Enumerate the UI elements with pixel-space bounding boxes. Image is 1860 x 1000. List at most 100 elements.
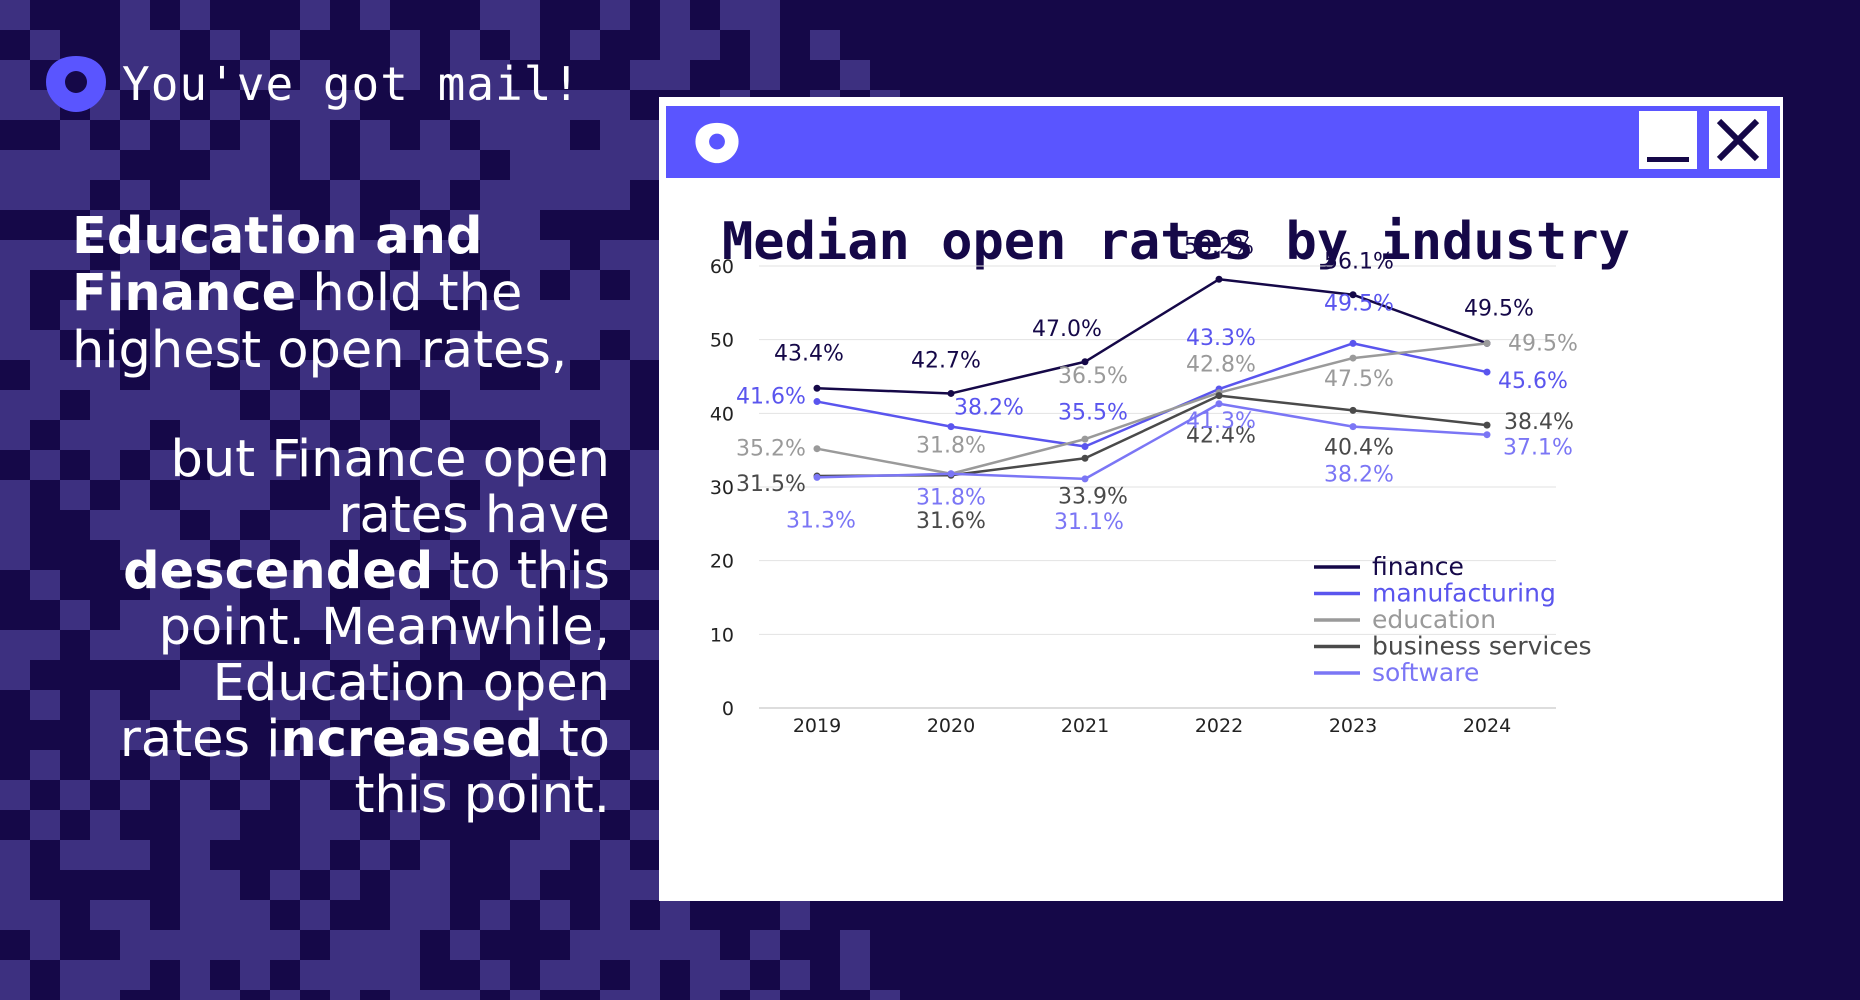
pattern-pixel [450, 270, 480, 300]
pattern-pixel [150, 360, 180, 390]
pattern-pixel [240, 150, 270, 180]
data-label: 40.4% [1324, 435, 1394, 460]
pattern-pixel [600, 420, 630, 450]
pattern-pixel [90, 300, 120, 330]
pattern-pixel [60, 780, 90, 810]
pattern-pixel [540, 300, 570, 330]
pattern-pixel [120, 780, 150, 810]
data-point [1215, 400, 1223, 408]
headline: Education and Finance hold the highest ope… [72, 208, 592, 379]
data-point [1081, 475, 1089, 483]
pattern-pixel [300, 0, 330, 30]
pattern-pixel [540, 780, 570, 810]
pattern-pixel [750, 60, 780, 90]
pattern-pixel [630, 240, 660, 270]
brand-tagline: You've got mail! [122, 57, 582, 111]
pattern-pixel [120, 120, 150, 150]
pattern-pixel [480, 510, 510, 540]
pattern-pixel [90, 270, 120, 300]
pattern-pixel [150, 750, 180, 780]
pattern-pixel [600, 660, 630, 690]
data-label: 35.2% [736, 437, 806, 462]
data-point [813, 445, 821, 453]
data-label: 31.1% [1054, 510, 1124, 535]
data-label: 49.5% [1464, 296, 1534, 321]
data-point [1349, 423, 1357, 431]
pattern-pixel [330, 870, 360, 900]
pattern-pixel [540, 540, 570, 570]
body-text-2: to this point. Meanwhile, Education open… [119, 542, 610, 769]
pattern-pixel [420, 990, 450, 1000]
close-button[interactable] [1709, 111, 1767, 169]
data-label: 31.8% [916, 486, 986, 511]
pattern-pixel [240, 120, 270, 150]
pattern-pixel [480, 210, 510, 240]
pattern-pixel [540, 120, 570, 150]
pattern-pixel [330, 330, 360, 360]
body-text-1: but Finance open rates have [170, 430, 610, 545]
pattern-pixel [510, 750, 540, 780]
pattern-pixel [330, 300, 360, 330]
pattern-pixel [240, 180, 270, 210]
pattern-pixel [480, 690, 510, 720]
pattern-pixel [270, 270, 300, 300]
pattern-pixel [390, 270, 420, 300]
pattern-pixel [630, 990, 660, 1000]
data-label: 38.4% [1504, 410, 1574, 435]
pattern-pixel [840, 60, 870, 90]
pattern-pixel [510, 270, 540, 300]
pattern-pixel [570, 960, 600, 990]
pattern-pixel [780, 900, 810, 930]
data-point [1483, 368, 1491, 376]
body-paragraph: but Finance open rates have descended to… [70, 432, 610, 824]
pattern-pixel [180, 690, 210, 720]
pattern-pixel [240, 540, 270, 570]
pattern-pixel [360, 630, 390, 660]
pattern-pixel [240, 240, 270, 270]
pattern-pixel [210, 150, 240, 180]
pattern-pixel [480, 120, 510, 150]
pattern-pixel [450, 720, 480, 750]
pattern-pixel [90, 690, 120, 720]
pattern-pixel [210, 30, 240, 60]
pattern-pixel [270, 990, 300, 1000]
pattern-pixel [60, 600, 90, 630]
pattern-pixel [600, 930, 630, 960]
pattern-pixel [120, 960, 150, 990]
pattern-pixel [360, 330, 390, 360]
minimize-button[interactable] [1639, 111, 1697, 169]
pattern-pixel [30, 810, 60, 840]
legend-label: software [1372, 658, 1479, 687]
y-tick-label: 60 [710, 256, 734, 278]
minimize-icon [1647, 157, 1689, 162]
data-point [1483, 431, 1491, 439]
pattern-pixel [150, 600, 180, 630]
pattern-pixel [0, 780, 30, 810]
pattern-pixel [0, 510, 30, 540]
pattern-pixel [0, 420, 30, 450]
pattern-pixel [570, 480, 600, 510]
pattern-pixel [180, 960, 210, 990]
pattern-pixel [450, 30, 480, 60]
pattern-pixel [570, 450, 600, 480]
pattern-pixel [210, 210, 240, 240]
pattern-pixel [330, 90, 360, 120]
pattern-pixel [180, 120, 210, 150]
pattern-pixel [180, 0, 210, 30]
pattern-pixel [60, 420, 90, 450]
pattern-pixel [90, 810, 120, 840]
pattern-pixel [210, 990, 240, 1000]
data-point [947, 423, 955, 431]
pattern-pixel [240, 480, 270, 510]
pattern-pixel [30, 690, 60, 720]
pattern-pixel [60, 240, 90, 270]
data-label: 56.1% [1324, 250, 1394, 275]
pattern-pixel [180, 660, 210, 690]
pattern-pixel [180, 330, 210, 360]
pattern-pixel [390, 570, 420, 600]
pattern-pixel [150, 270, 180, 300]
pattern-pixel [600, 720, 630, 750]
data-point [813, 473, 821, 481]
pattern-pixel [330, 510, 360, 540]
pattern-pixel [600, 870, 630, 900]
